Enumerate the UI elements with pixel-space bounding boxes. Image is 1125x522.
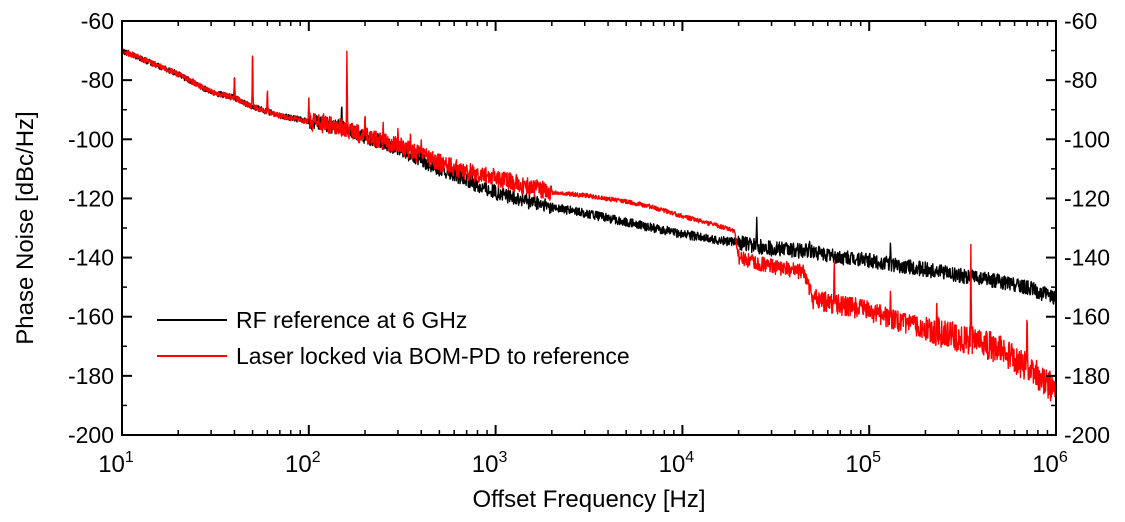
y-tick-label-left-2: -100 <box>68 126 114 152</box>
series-group <box>122 48 1056 402</box>
x-tick-label-base: 10 <box>1032 451 1059 478</box>
x-tick-label-base: 10 <box>845 451 872 478</box>
x-tick-label-1: 102 <box>285 449 321 478</box>
x-tick-label-exponent: 2 <box>312 449 321 466</box>
legend-label-rf-reference: RF reference at 6 GHz <box>236 307 467 333</box>
y-tick-label-right-7: -200 <box>1064 422 1110 448</box>
y-tick-label-right-3: -120 <box>1064 185 1110 211</box>
x-tick-label-exponent: 4 <box>685 449 694 466</box>
legend-label-laser-locked: Laser locked via BOM-PD to reference <box>236 343 630 369</box>
legend: RF reference at 6 GHz Laser locked via B… <box>157 307 630 369</box>
y-axis-tick-labels-left: -60 -80 -100 -120 -140 -160 -180 -200 <box>68 8 114 448</box>
y-tick-label-right-5: -160 <box>1064 304 1110 330</box>
x-tick-label-exponent: 3 <box>498 449 507 466</box>
axis-ticks <box>121 20 1057 436</box>
y-tick-label-left-4: -140 <box>68 245 114 271</box>
x-tick-label-base: 10 <box>472 451 499 478</box>
y-tick-label-right-4: -140 <box>1064 245 1110 271</box>
x-tick-label-0: 101 <box>98 449 134 478</box>
y-tick-label-right-0: -60 <box>1064 8 1097 34</box>
y-tick-label-left-0: -60 <box>81 8 114 34</box>
x-tick-label-exponent: 5 <box>872 449 881 466</box>
y-tick-label-left-7: -200 <box>68 422 114 448</box>
y-tick-label-left-3: -120 <box>68 185 114 211</box>
y-tick-label-right-2: -100 <box>1064 126 1110 152</box>
x-tick-label-5: 106 <box>1032 449 1068 478</box>
x-axis-tick-labels: 101 102 103 104 105 106 <box>98 449 1068 478</box>
x-tick-label-exponent: 1 <box>125 449 134 466</box>
y-tick-label-left-1: -80 <box>81 67 114 93</box>
plot-area <box>122 48 1056 402</box>
y-tick-label-right-6: -180 <box>1064 363 1110 389</box>
series-line-laser-locked <box>122 48 1056 402</box>
x-tick-label-2: 103 <box>472 449 508 478</box>
x-tick-label-3: 104 <box>659 449 695 478</box>
x-axis-label: Offset Frequency [Hz] <box>473 486 706 513</box>
x-tick-label-base: 10 <box>98 451 125 478</box>
y-tick-label-left-6: -180 <box>68 363 114 389</box>
x-tick-label-4: 105 <box>845 449 881 478</box>
y-axis-tick-labels-right: -60 -80 -100 -120 -140 -160 -180 -200 <box>1064 8 1110 448</box>
y-axis-label: Phase Noise [dBc/Hz] <box>12 111 39 344</box>
y-tick-label-right-1: -80 <box>1064 67 1097 93</box>
y-tick-label-left-5: -160 <box>68 304 114 330</box>
x-tick-label-exponent: 6 <box>1059 449 1068 466</box>
x-tick-label-base: 10 <box>285 451 312 478</box>
x-tick-label-base: 10 <box>659 451 686 478</box>
